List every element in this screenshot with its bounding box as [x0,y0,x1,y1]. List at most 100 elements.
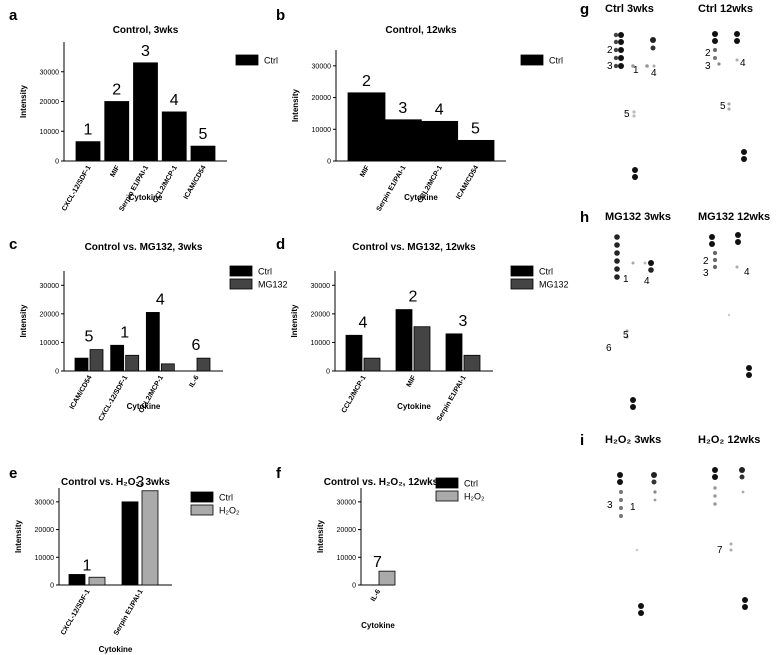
blot-spot [713,48,717,52]
chart-title: Control vs. H₂O₂, 12wks [324,477,439,488]
blot-spot [651,472,657,478]
bar-number-label: 3 [136,474,145,491]
bar-number-label: 4 [359,314,368,331]
legend-label: Ctrl [258,267,272,277]
blot-spot [713,502,717,506]
blot-spot [717,62,721,66]
y-tick-label: 0 [50,583,54,590]
x-axis-label: Cytokine [129,193,163,202]
x-tick-label: ICAM/CD54 [455,164,480,200]
bar-ctrl-1 [68,574,86,586]
bar-mg132-3 [463,354,481,372]
x-axis-label: Cytokine [127,402,161,411]
y-tick-label: 0 [327,159,331,166]
blot-spot [734,31,740,37]
blot-label: 6 [606,343,612,354]
blot-label: 4 [644,276,650,287]
blot-spot [712,250,718,256]
panel-letter: b [276,7,285,24]
blot-spot [618,47,624,53]
blot-label: 5 [624,109,630,120]
legend-label: MG132 [539,280,569,290]
blot-spot [614,234,620,240]
bar-number-label: 1 [84,122,93,139]
bar-mg132-2 [125,354,140,372]
bar-number-label: 1 [83,557,92,574]
bar-number-label: 3 [398,100,407,117]
blot-label: 4 [744,267,750,278]
x-tick-label: CXCL-12/SDF-1 [60,588,92,636]
y-tick-label: 20000 [40,311,60,318]
blot-label: 4 [651,68,657,79]
blot-spot [613,47,619,53]
blot-spot [618,32,624,38]
bar-ctrl-2 [121,501,139,586]
blot-panel-g: g Ctrl 3wks Ctrl 12wks 2 3 1 4 5 2 3 4 5 [580,1,753,180]
x-axis-label: Cytokine [361,621,395,630]
x-tick-label: Serpin E1/PAI-1 [118,164,150,212]
blot-spot [741,149,747,155]
blot-spot [618,63,624,69]
bar-number-label: 5 [199,126,208,143]
x-tick-label: MIF [109,164,121,179]
blot-label: 1 [623,274,629,285]
blot-spot [632,110,636,114]
blot-spot [630,404,636,410]
x-tick-label: ICAM/CD54 [183,164,208,200]
blot-title-right: Ctrl 12wks [698,3,753,15]
bar-mg132-3 [160,363,175,372]
blot-spot [735,265,739,269]
bar-ctrl-3 [145,312,160,372]
y-tick-label: 30000 [35,499,55,506]
blot-spot [619,498,623,502]
panel-letter: a [9,7,18,24]
legend-label: Ctrl [539,267,553,277]
x-tick-label: Serpin E1/PAI-1 [113,588,145,636]
bar-number-label: 4 [156,291,165,308]
panel-letter: c [9,236,17,253]
y-tick-label: 20000 [35,527,55,534]
bar-mg132-2 [413,326,431,372]
y-tick-label: 10000 [312,127,332,134]
blot-spot [741,490,745,494]
bar-ctrl-1 [345,334,363,372]
blot-label: 2 [705,48,711,59]
blot-spot [727,107,731,111]
bar-ho-2 [141,490,159,586]
bar-number-label: 2 [409,289,418,306]
blot-spot [735,58,739,62]
x-tick-label: IL-6 [370,588,382,602]
bar-ctrl-1 [347,92,386,162]
blot-spot [713,56,717,60]
blot-spot [614,266,620,272]
bar-ctrl-2 [383,119,422,162]
blot-title-right: MG132 12wks [698,211,770,223]
x-tick-label: MIF [406,374,418,389]
blot-spot [742,597,748,603]
y-tick-label: 30000 [40,69,60,76]
blot-spot [635,548,639,552]
legend-swatch [190,491,214,503]
y-tick-label: 30000 [40,283,60,290]
blot-spot [729,542,733,546]
chart-title: Control, 12wks [385,25,457,36]
blot-spot [746,365,752,371]
y-axis-label: Intensity [14,520,23,553]
bar-mg132-1 [89,349,104,372]
blot-label: 3 [607,61,613,72]
blot-spot [618,55,624,61]
chart-panel-c: c Control vs. MG132, 3wks 0 10000 20000 30000… [9,236,288,422]
chart-panel-e: e Control vs. H₂O₂, 3wks 0 10000 20000 30000 I… [9,465,240,654]
blot-spot [652,64,656,68]
legend-swatch [510,278,534,290]
blot-spot [735,239,741,245]
blot-label: 4 [740,58,746,69]
blot-spot [712,31,718,37]
blot-spot [613,63,619,69]
chart-title: Control vs. MG132, 12wks [352,242,476,253]
bar-mg132-4 [196,357,211,372]
legend-label: H₂O₂ [464,492,485,502]
blot-spot [653,498,657,502]
y-tick-label: 10000 [40,340,60,347]
blot-label: 1 [633,65,639,76]
